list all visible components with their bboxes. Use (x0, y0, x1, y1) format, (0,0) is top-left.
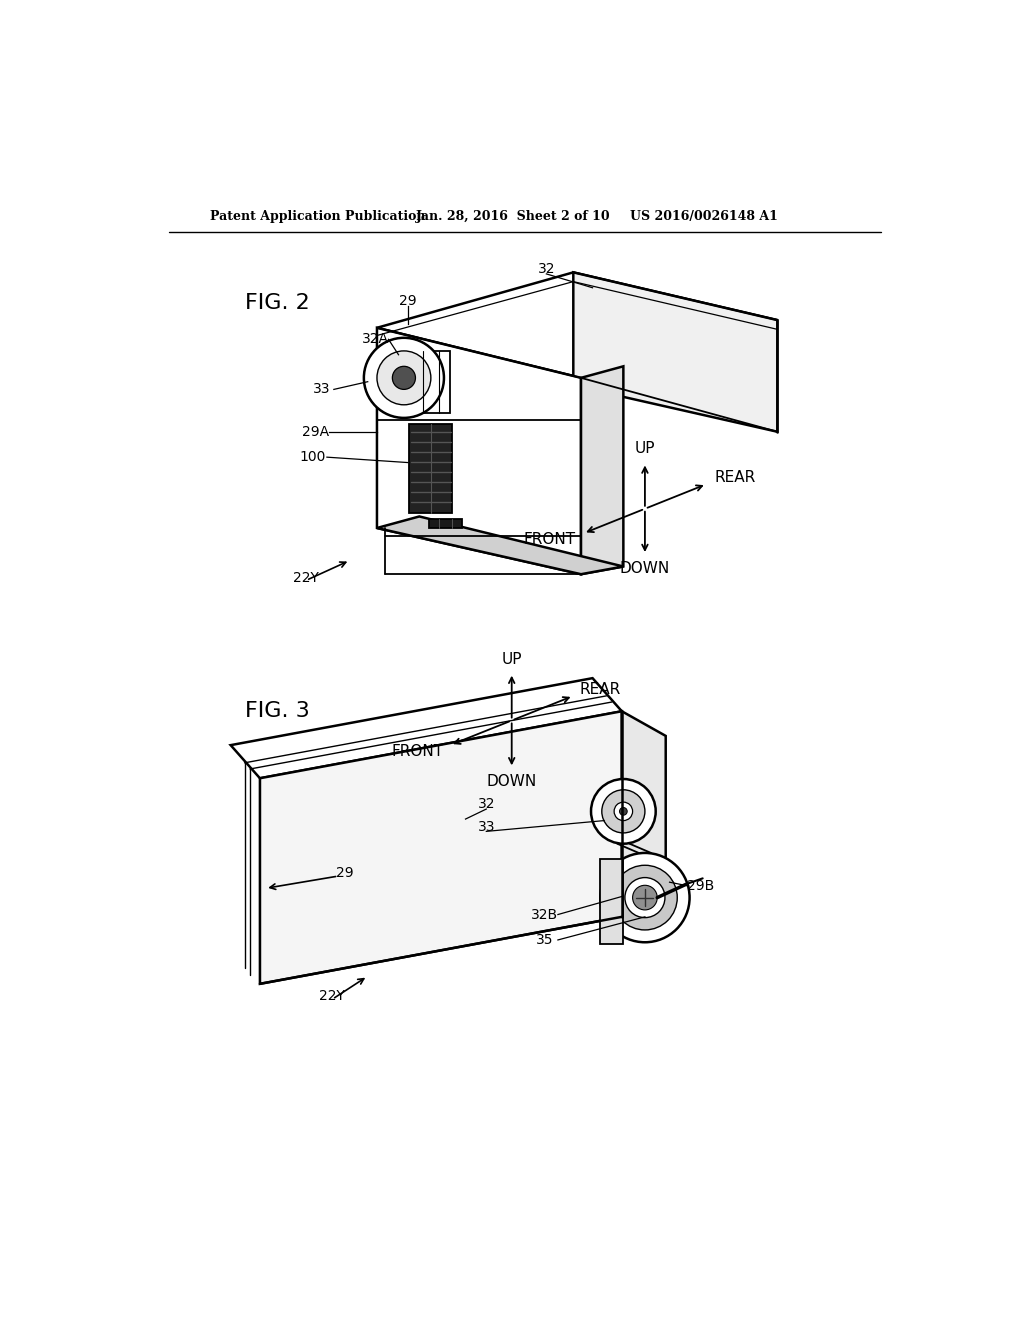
Text: FRONT: FRONT (392, 743, 444, 759)
Text: US 2016/0026148 A1: US 2016/0026148 A1 (630, 210, 777, 223)
Text: UP: UP (502, 652, 522, 667)
Polygon shape (573, 272, 777, 432)
Circle shape (600, 853, 689, 942)
Text: Jan. 28, 2016  Sheet 2 of 10: Jan. 28, 2016 Sheet 2 of 10 (416, 210, 610, 223)
Text: REAR: REAR (580, 682, 621, 697)
Polygon shape (410, 424, 453, 512)
Circle shape (364, 338, 444, 418)
Circle shape (625, 878, 665, 917)
Text: DOWN: DOWN (486, 775, 537, 789)
Text: 29B: 29B (687, 879, 714, 894)
Text: 29: 29 (399, 294, 417, 308)
Polygon shape (377, 516, 624, 574)
Text: 22Y: 22Y (293, 572, 319, 585)
Circle shape (612, 866, 677, 929)
Circle shape (633, 886, 657, 909)
Text: 29A: 29A (302, 425, 329, 438)
Polygon shape (429, 519, 462, 528)
Text: 35: 35 (537, 933, 554, 946)
Text: 22Y: 22Y (319, 989, 345, 1003)
Text: FIG. 2: FIG. 2 (245, 293, 309, 313)
Text: UP: UP (635, 441, 655, 457)
Text: FIG. 3: FIG. 3 (245, 701, 309, 721)
Polygon shape (377, 272, 777, 378)
Text: 32B: 32B (531, 908, 558, 921)
Circle shape (614, 803, 633, 821)
Text: Patent Application Publication: Patent Application Publication (210, 210, 425, 223)
Circle shape (591, 779, 655, 843)
Polygon shape (230, 678, 622, 779)
Text: FRONT: FRONT (523, 532, 575, 546)
Polygon shape (581, 367, 624, 574)
Polygon shape (600, 859, 624, 944)
Text: 32: 32 (477, 797, 495, 810)
Text: 32A: 32A (361, 333, 389, 346)
Circle shape (377, 351, 431, 405)
Text: 29: 29 (336, 866, 353, 880)
Circle shape (620, 808, 628, 816)
Polygon shape (377, 327, 581, 574)
Polygon shape (260, 711, 622, 983)
Text: 32: 32 (538, 261, 555, 276)
Circle shape (602, 789, 645, 833)
Text: REAR: REAR (714, 470, 756, 486)
Circle shape (392, 367, 416, 389)
Polygon shape (622, 711, 666, 932)
Text: 33: 33 (312, 383, 331, 396)
Text: 33: 33 (477, 820, 495, 834)
Text: DOWN: DOWN (620, 561, 670, 576)
Text: 100: 100 (300, 450, 327, 465)
